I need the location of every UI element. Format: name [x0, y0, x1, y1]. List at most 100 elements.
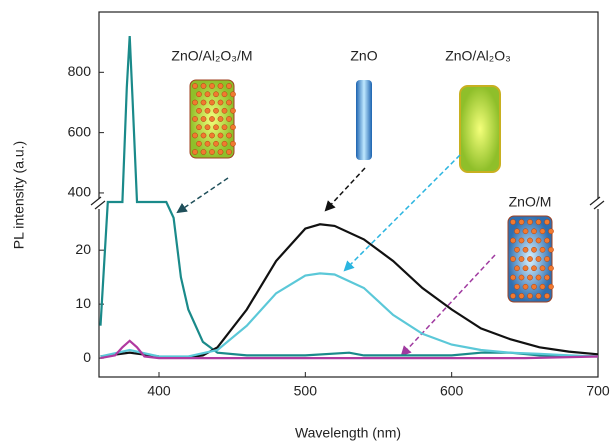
icon-dot: [196, 108, 201, 113]
icon-dot: [201, 149, 206, 154]
icon-dot: [196, 141, 201, 146]
icon-dot: [527, 219, 532, 224]
icon-dot: [213, 141, 218, 146]
icon-dot: [510, 219, 515, 224]
icon-dot: [519, 275, 524, 280]
icon-dot: [205, 108, 210, 113]
icon-dot: [548, 229, 553, 234]
icon-dot: [540, 229, 545, 234]
icons: [190, 80, 554, 302]
x-tick-label: 500: [294, 383, 318, 399]
icon-dot: [213, 92, 218, 97]
icon-dot: [192, 100, 197, 105]
axis-break-gap: [92, 199, 106, 209]
icon-dot: [531, 247, 536, 252]
icon-dot: [510, 293, 515, 298]
series-label: ZnO/Al₂O₃: [445, 48, 511, 64]
icon-dot: [527, 293, 532, 298]
icon-dot: [192, 133, 197, 138]
y-tick-label: 20: [75, 241, 91, 257]
y-tick-label: 0: [83, 349, 91, 365]
series-label: ZnO/M: [509, 194, 552, 210]
icon-dot: [226, 149, 231, 154]
icon-dot: [510, 238, 515, 243]
x-tick-label: 600: [440, 383, 464, 399]
x-tick-label: 400: [147, 383, 171, 399]
chart: Wavelength (nm) PL intensity (a.u.) 400 5…: [0, 0, 612, 443]
icon-dot: [205, 125, 210, 130]
icon-dot: [514, 266, 519, 271]
icon-dot: [536, 256, 541, 261]
icon-dot: [213, 125, 218, 130]
icon-zno-al2o3: [460, 86, 500, 172]
arrow: [326, 168, 365, 210]
arrow: [345, 155, 460, 270]
icon-dot: [226, 83, 231, 88]
icon-dot: [536, 275, 541, 280]
series-label: ZnO: [350, 48, 377, 64]
arrow: [178, 178, 228, 212]
icon-dot: [209, 83, 214, 88]
y-tick-label: 600: [68, 123, 92, 139]
icon-dot: [230, 108, 235, 113]
icon-dot: [222, 125, 227, 130]
icon-dot: [523, 284, 528, 289]
icon-dot: [544, 293, 549, 298]
icon-dot: [218, 116, 223, 121]
icon-dot: [519, 293, 524, 298]
icon-dot: [536, 238, 541, 243]
icon-dot: [531, 284, 536, 289]
icon-dot: [218, 149, 223, 154]
icon-dot: [209, 116, 214, 121]
icon-dot: [218, 100, 223, 105]
icon-dot: [226, 116, 231, 121]
y-axis-label: PL intensity (a.u.): [11, 141, 27, 249]
icon-dot: [544, 238, 549, 243]
axis-break-gap: [591, 199, 605, 209]
icon-dot: [523, 266, 528, 271]
x-tick-label: 700: [586, 383, 610, 399]
icon-dot: [209, 133, 214, 138]
series-label: ZnO/Al₂O₃/M: [171, 48, 252, 64]
icon-dot: [527, 275, 532, 280]
y-tick-label: 800: [68, 63, 92, 79]
icon-dot: [540, 266, 545, 271]
icon-dot: [201, 133, 206, 138]
icon-dot: [523, 229, 528, 234]
icon-dot: [222, 108, 227, 113]
icon-dot: [519, 256, 524, 261]
icon-dot: [209, 149, 214, 154]
icon-dot: [209, 100, 214, 105]
icon-dot: [523, 247, 528, 252]
icon-dot: [192, 149, 197, 154]
icon-dot: [196, 125, 201, 130]
icon-dot: [540, 284, 545, 289]
arrows: [178, 155, 495, 355]
icon-dot: [531, 266, 536, 271]
icon-dot: [230, 141, 235, 146]
icon-dot: [527, 238, 532, 243]
icon-dot: [196, 92, 201, 97]
icon-dot: [514, 229, 519, 234]
arrow: [402, 255, 495, 355]
icon-dot: [544, 256, 549, 261]
icon-dot: [519, 219, 524, 224]
icon-dot: [226, 133, 231, 138]
icon-dot: [536, 219, 541, 224]
icon-dot: [548, 266, 553, 271]
icon-dot: [192, 116, 197, 121]
icon-dot: [205, 141, 210, 146]
x-axis-label: Wavelength (nm): [295, 425, 401, 441]
y-tick-label: 400: [68, 184, 92, 200]
y-tick-label: 10: [75, 295, 91, 311]
icon-zno: [356, 80, 372, 160]
icon-dot: [540, 247, 545, 252]
icon-dot: [510, 275, 515, 280]
icon-dot: [527, 256, 532, 261]
icon-dot: [548, 284, 553, 289]
icon-dot: [510, 256, 515, 261]
icon-dot: [218, 83, 223, 88]
icon-dot: [519, 238, 524, 243]
icon-dot: [544, 275, 549, 280]
icon-dot: [536, 293, 541, 298]
